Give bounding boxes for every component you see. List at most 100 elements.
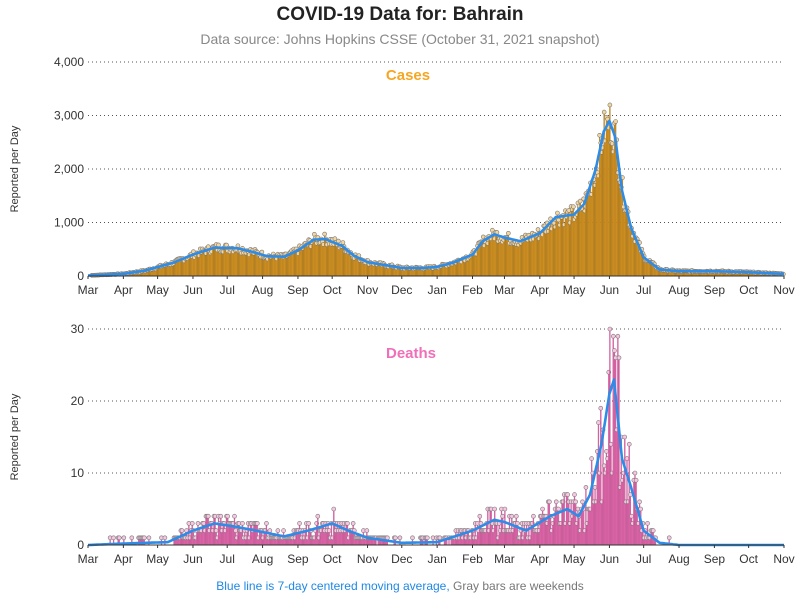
- x-tick-label: Jul: [636, 283, 651, 297]
- daily-bar: [191, 256, 193, 277]
- daily-point: [146, 535, 152, 541]
- daily-bar: [489, 238, 491, 277]
- daily-bar: [211, 523, 213, 546]
- daily-bar: [635, 480, 637, 546]
- x-tick-label: Jun: [600, 283, 619, 297]
- daily-point: [598, 405, 604, 411]
- daily-bar: [547, 231, 549, 277]
- daily-bar: [592, 180, 594, 277]
- daily-bar: [240, 252, 242, 277]
- daily-point: [604, 449, 609, 454]
- daily-point: [666, 535, 672, 541]
- daily-bar: [585, 487, 587, 546]
- daily-point: [613, 119, 618, 124]
- daily-bar: [187, 258, 189, 277]
- daily-bar: [305, 523, 307, 546]
- daily-bar: [636, 508, 638, 546]
- daily-bar: [188, 523, 190, 546]
- daily-bar: [553, 222, 555, 277]
- daily-point: [111, 535, 116, 541]
- x-tick-label: Sep: [704, 283, 726, 297]
- daily-bar: [594, 487, 596, 546]
- x-tick-label: Sep: [704, 552, 726, 566]
- daily-bar: [505, 237, 507, 277]
- daily-bar: [306, 244, 309, 277]
- daily-bar: [327, 523, 329, 546]
- daily-point: [615, 333, 621, 339]
- daily-bar: [533, 234, 536, 277]
- daily-bar: [211, 251, 213, 277]
- daily-point: [116, 535, 122, 541]
- daily-bars: [107, 326, 672, 546]
- daily-point: [306, 521, 311, 526]
- daily-bar: [303, 244, 305, 277]
- daily-bar: [516, 242, 519, 277]
- daily-bar: [522, 240, 524, 277]
- daily-bar: [529, 237, 531, 277]
- daily-point: [616, 355, 622, 361]
- daily-bar: [606, 118, 609, 277]
- x-tick-label: Apr: [530, 552, 549, 566]
- daily-bar: [628, 224, 630, 277]
- daily-bar: [523, 523, 525, 546]
- daily-bar: [557, 219, 560, 277]
- daily-bar: [328, 243, 330, 277]
- daily-bar: [318, 242, 320, 277]
- x-tick-label: Aug: [252, 552, 273, 566]
- daily-bar: [525, 523, 528, 546]
- daily-bar: [490, 238, 492, 277]
- daily-bar: [227, 516, 229, 546]
- daily-bar: [625, 210, 627, 277]
- daily-bar: [520, 243, 522, 277]
- daily-bar: [219, 523, 221, 546]
- daily-point: [410, 535, 415, 541]
- daily-bar: [556, 212, 559, 277]
- daily-point: [556, 506, 561, 512]
- daily-bar: [308, 523, 310, 546]
- x-tick-label: Apr: [114, 283, 133, 297]
- footnote-moving-average: Blue line is 7-day centered moving avera…: [216, 579, 450, 593]
- daily-bar: [263, 257, 265, 277]
- x-tick-label: Dec: [391, 283, 412, 297]
- daily-bar: [619, 182, 621, 277]
- daily-bar: [352, 523, 354, 546]
- daily-point: [218, 513, 224, 519]
- daily-bar: [489, 508, 491, 546]
- daily-bar: [569, 222, 571, 277]
- daily-bar: [622, 206, 625, 277]
- daily-bar: [345, 523, 347, 546]
- daily-bar: [319, 242, 321, 277]
- daily-point: [573, 499, 578, 505]
- daily-bar: [617, 172, 619, 277]
- daily-point: [611, 333, 616, 339]
- daily-point: [509, 513, 515, 519]
- daily-bar: [270, 256, 272, 277]
- y-tick-label: 3,000: [54, 109, 84, 123]
- x-tick-label: Oct: [739, 283, 758, 297]
- daily-bar: [311, 242, 313, 277]
- daily-point: [624, 456, 630, 461]
- daily-point: [345, 521, 350, 526]
- daily-bar: [627, 501, 629, 546]
- daily-bar: [568, 210, 570, 277]
- x-tick-label: Oct: [323, 552, 342, 566]
- daily-point: [297, 521, 302, 526]
- x-tick-label: Aug: [252, 283, 273, 297]
- daily-point: [506, 230, 511, 236]
- daily-bar: [266, 258, 269, 277]
- daily-bar: [305, 244, 307, 277]
- daily-bar: [289, 252, 292, 277]
- daily-bar: [606, 458, 609, 546]
- daily-bar: [587, 190, 589, 277]
- daily-bar: [225, 516, 228, 546]
- daily-bar: [497, 241, 499, 277]
- daily-bar: [586, 523, 588, 546]
- daily-bar: [554, 226, 556, 277]
- daily-bar: [525, 236, 528, 277]
- daily-bar: [567, 211, 569, 277]
- daily-bar: [464, 260, 466, 277]
- daily-point: [577, 198, 583, 204]
- daily-bar: [535, 235, 537, 277]
- daily-point: [650, 528, 656, 533]
